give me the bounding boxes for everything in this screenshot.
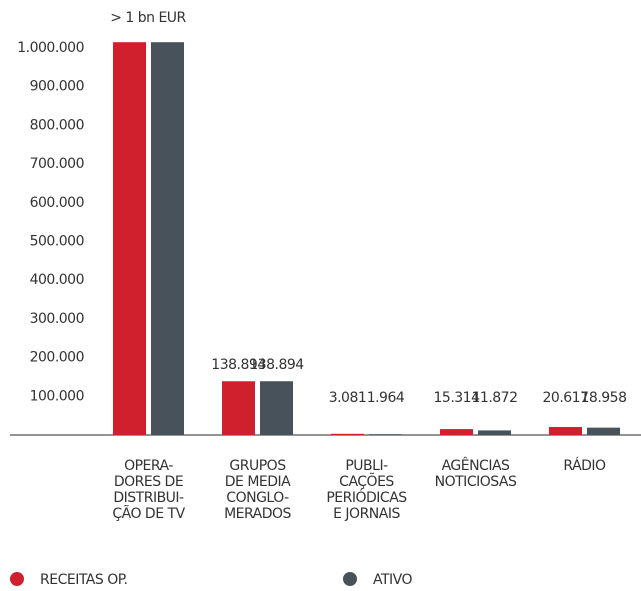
y-tick-label: 600.000 bbox=[30, 195, 84, 211]
bar bbox=[260, 381, 293, 435]
bar bbox=[440, 429, 473, 435]
y-tick-label: 300.000 bbox=[30, 311, 84, 327]
x-tick-label: AGÊNCIAS NOTICIOSAS bbox=[435, 456, 517, 490]
bar bbox=[478, 430, 511, 435]
bar bbox=[331, 433, 364, 435]
legend-swatch bbox=[10, 572, 24, 586]
y-tick-label: 900.000 bbox=[30, 79, 84, 95]
bar bbox=[222, 381, 255, 435]
legend-label: ATIVO bbox=[373, 572, 413, 588]
y-tick-label: 500.000 bbox=[30, 234, 84, 250]
value-label: 138.894 bbox=[249, 357, 304, 373]
annotation: > 1 bn EUR bbox=[110, 10, 186, 26]
value-label: 138.894 bbox=[211, 357, 266, 373]
y-tick-label: 200.000 bbox=[30, 350, 84, 366]
bar bbox=[549, 427, 582, 435]
bar bbox=[151, 42, 184, 435]
y-tick-label: 400.000 bbox=[30, 272, 84, 288]
x-tick-label: RÁDIO bbox=[563, 457, 606, 474]
x-tick-label: PUBLI-CAÇÕES PERIÓDICAS E JORNAIS bbox=[326, 458, 407, 522]
value-label: 20.617 bbox=[543, 390, 589, 406]
bar bbox=[587, 427, 620, 435]
legend-swatch bbox=[343, 572, 357, 586]
value-label: 11.872 bbox=[472, 390, 518, 406]
x-tick-label: GRUPOS DE MEDIA CONGLO-MERADOS bbox=[224, 458, 291, 522]
value-label: 1.964 bbox=[367, 390, 405, 406]
y-tick-label: 100.000 bbox=[30, 388, 84, 404]
x-tick-label: OPERA-DORES DE DISTRIBUI-ÇÃO DE TV bbox=[112, 458, 185, 522]
value-label: 3.081 bbox=[329, 390, 367, 406]
value-label: 18.958 bbox=[581, 390, 627, 406]
bar bbox=[113, 42, 146, 435]
value-label: 15.314 bbox=[434, 390, 481, 406]
y-tick-label: 1.000.000 bbox=[17, 40, 84, 56]
y-tick-label: 700.000 bbox=[30, 156, 84, 172]
legend-label: RECEITAS OP. bbox=[40, 572, 127, 588]
y-tick-label: 800.000 bbox=[30, 117, 84, 133]
bar bbox=[369, 434, 402, 435]
